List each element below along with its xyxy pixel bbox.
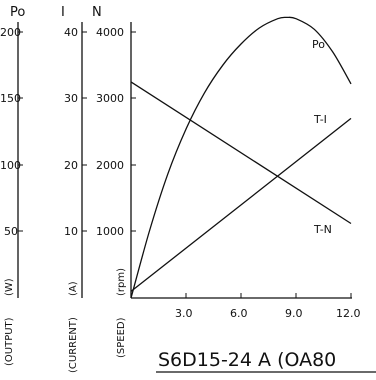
n-axis-name: (SPEED)	[116, 317, 127, 358]
model-title: S6D15-24 A (OA80	[158, 349, 336, 371]
po-ticks: 200 150 100 50	[0, 26, 23, 238]
po-tick-label: 150	[0, 92, 21, 105]
x-ticks: 3.0 6.0 9.0 12.0	[175, 293, 361, 320]
x-tick-label: 3.0	[175, 307, 193, 320]
po-axis-name: (OUTPUT)	[4, 317, 15, 366]
i-tick-label: 30	[64, 92, 78, 105]
po-tick-label: 50	[4, 225, 18, 238]
x-tick-label: 12.0	[336, 307, 361, 320]
series-t-i-line	[130, 117, 352, 292]
n-unit-label: (rpm)	[116, 268, 127, 296]
i-ticks: 40 30 20 10	[64, 26, 87, 238]
series-po-line	[130, 16, 352, 299]
i-tick-label: 40	[64, 26, 78, 39]
series-t-i-label: T-I	[313, 113, 327, 126]
x-tick-label: 9.0	[285, 307, 303, 320]
po-unit-label: (W)	[4, 278, 15, 296]
i-tick-label: 10	[64, 225, 78, 238]
n-tick-label: 2000	[96, 159, 124, 172]
po-tick-label: 200	[0, 26, 21, 39]
x-tick-label: 6.0	[230, 307, 248, 320]
po-tick-label: 100	[0, 159, 21, 172]
series-t-n-label: T-N	[313, 223, 332, 236]
i-axis-symbol: I	[61, 5, 65, 20]
n-tick-label: 4000	[96, 26, 124, 39]
series-po-label: Po	[312, 38, 325, 51]
po-axis-symbol: Po	[10, 5, 25, 20]
i-tick-label: 20	[64, 159, 78, 172]
n-tick-label: 1000	[96, 225, 124, 238]
n-tick-label: 3000	[96, 92, 124, 105]
i-unit-label: (A)	[68, 281, 79, 296]
series-t-n-line	[130, 81, 352, 225]
n-axis-symbol: N	[92, 5, 102, 20]
n-ticks: 4000 3000 2000 1000	[96, 26, 136, 238]
i-axis-name: (CURRENT)	[68, 317, 79, 373]
